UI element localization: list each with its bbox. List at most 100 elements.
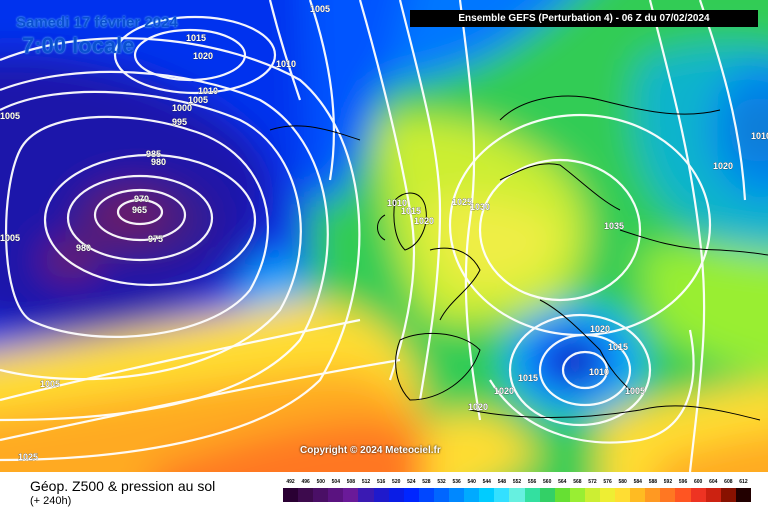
isobar-label: 1020 [193, 51, 213, 61]
forecast-step: (+ 240h) [30, 495, 72, 507]
scale-value: 504 [331, 479, 340, 485]
scale-swatch [373, 488, 389, 502]
scale-swatch [569, 488, 585, 502]
isobar-labels: 1005 1015 1020 1010 1010 1005 1000 995 1… [0, 4, 768, 463]
isobar-label: 995 [172, 117, 187, 127]
isobar-label: 1020 [590, 324, 610, 334]
isobar-label: 965 [132, 205, 147, 215]
isobar-label: 1020 [494, 386, 514, 396]
scale-swatch [735, 488, 751, 502]
color-scale [283, 488, 751, 502]
isobar-label: 980 [76, 243, 91, 253]
scale-swatch [433, 488, 450, 502]
scale-swatch [599, 488, 616, 502]
isobar-label: 1015 [518, 373, 538, 383]
isobar-label: 1025 [18, 452, 38, 462]
copyright-text: Copyright © 2024 Meteociel.fr [300, 445, 441, 456]
scale-value: 548 [497, 479, 507, 485]
isobar-label: 970 [134, 194, 149, 204]
scale-value: 520 [392, 479, 401, 485]
isobar-label: 1015 [608, 342, 628, 352]
isobar-label: 1005 [0, 233, 20, 243]
scale-labels: 492 496 500 504 508 512 516 520 524 528 532 536 540 5… [283, 479, 751, 489]
scale-value: 604 [709, 479, 718, 485]
scale-value: 492 [286, 479, 295, 485]
scale-value: 528 [422, 479, 431, 485]
scale-swatch [298, 488, 314, 502]
scale-value: 580 [618, 479, 627, 485]
scale-swatch [690, 488, 706, 502]
scale-swatch [328, 488, 344, 502]
scale-value: 572 [588, 479, 597, 485]
scale-value: 568 [573, 479, 582, 485]
scale-swatch [283, 488, 299, 502]
isobar-label: 1005 [188, 95, 208, 105]
scale-swatch [494, 488, 510, 502]
isobar-label: 1010 [589, 367, 609, 377]
scale-value: 496 [301, 479, 310, 485]
scale-swatch [660, 488, 676, 502]
date-label: Samedi 17 février 2024 [16, 14, 178, 31]
isobar-label: 1020 [713, 161, 733, 171]
scale-value: 612 [739, 479, 748, 485]
scale-swatch [554, 488, 570, 502]
isobar-label: 1010 [751, 131, 768, 141]
scale-value: 556 [527, 479, 537, 485]
isobar-label: 1005 [0, 111, 20, 121]
isobar-label: 1015 [186, 33, 206, 43]
scale-swatch [645, 488, 661, 502]
scale-swatch [615, 488, 631, 502]
scale-value: 540 [467, 479, 476, 485]
scale-value: 600 [693, 479, 703, 485]
scale-value: 536 [452, 479, 461, 485]
scale-swatch [464, 488, 480, 502]
scale-value: 516 [376, 479, 386, 485]
scale-value: 560 [543, 479, 552, 485]
scale-swatch [675, 488, 691, 502]
scale-swatch [418, 488, 434, 502]
scale-swatch [479, 488, 495, 502]
isobar-label: 1030 [470, 202, 490, 212]
scale-swatch [388, 488, 404, 502]
scale-swatch [509, 488, 525, 502]
coastlines [269, 95, 768, 421]
isobar-label: 1010 [276, 59, 296, 69]
scale-swatch [720, 488, 736, 502]
scale-value: 576 [603, 479, 612, 485]
scale-swatch [358, 488, 374, 502]
map-title: Géop. Z500 & pression au sol [30, 478, 216, 494]
isobar-label: 1005 [40, 379, 60, 389]
scale-swatch [539, 488, 555, 502]
scale-value: 564 [558, 479, 567, 485]
scale-swatch [313, 488, 329, 502]
scale-swatch [343, 488, 359, 502]
isobar-label: 1035 [604, 221, 624, 231]
scale-value: 552 [512, 479, 522, 485]
scale-value: 512 [361, 479, 371, 485]
scale-swatch [449, 488, 465, 502]
isobar-label: 1010 [198, 86, 218, 96]
isobar-label: 975 [148, 234, 163, 244]
scale-value: 608 [724, 479, 733, 485]
isobar-label: 1020 [468, 402, 488, 412]
scale-swatch [584, 488, 600, 502]
scale-value: 544 [482, 479, 491, 485]
isobar-label: 985 [146, 149, 161, 159]
isobar-label: 1015 [401, 206, 421, 216]
scale-swatch [524, 488, 540, 502]
legend-panel: Géop. Z500 & pression au sol (+ 240h) 49… [0, 472, 768, 512]
scale-value: 588 [648, 479, 658, 485]
isobar-label: 1020 [414, 216, 434, 226]
isobar-label: 980 [151, 157, 166, 167]
scale-swatch [630, 488, 646, 502]
scale-value: 524 [407, 479, 416, 485]
scale-swatch [403, 488, 419, 502]
isobar-label: 1010 [387, 198, 407, 208]
isobar-label: 1005 [310, 4, 330, 14]
scale-value: 596 [678, 479, 688, 485]
weather-map: 1005 1015 1020 1010 1010 1005 1000 995 1… [0, 0, 768, 472]
isobar-label: 1005 [625, 386, 645, 396]
isobar-label: 1000 [172, 103, 192, 113]
scale-value: 584 [633, 479, 642, 485]
isobar-label: 1025 [452, 197, 472, 207]
